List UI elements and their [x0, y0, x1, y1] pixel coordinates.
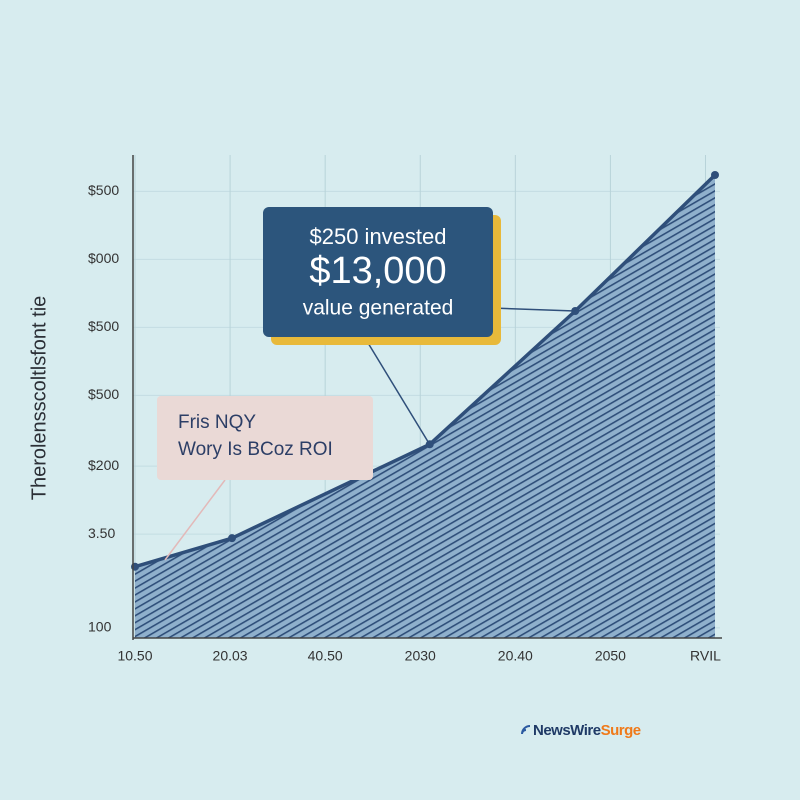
watermark-icon: [521, 725, 531, 735]
y-tick-label: $500: [88, 182, 119, 198]
x-tick-label: 2030: [405, 648, 436, 664]
annotation-box: [157, 396, 373, 480]
annotation-text: value generated: [303, 297, 454, 320]
connector: [164, 479, 226, 561]
y-tick-label: 100: [88, 619, 112, 635]
x-tick-label: 20.03: [213, 648, 248, 664]
x-tick-label: RVIL: [690, 648, 721, 664]
x-tick-label: 10.50: [117, 648, 152, 664]
y-tick-label: $500: [88, 318, 119, 334]
y-tick-label: $500: [88, 386, 119, 402]
y-tick-label: $200: [88, 457, 119, 473]
connector: [364, 337, 431, 446]
y-axis-label: Therolensscoltlsfont tie: [28, 296, 50, 501]
marker: [131, 562, 139, 571]
marker: [227, 534, 236, 543]
y-tick-label: 3.50: [88, 525, 115, 541]
x-tick-label: 20.40: [498, 648, 533, 664]
x-tick-label: 40.50: [308, 648, 343, 664]
marker: [571, 307, 580, 316]
y-tick-label: $000: [88, 250, 119, 266]
marker: [711, 170, 719, 179]
annotation-text: Fris NQY: [178, 412, 256, 433]
annotation-text: $250 invested: [310, 224, 447, 249]
connector: [491, 307, 576, 312]
area: [135, 174, 715, 639]
x-tick-label: 2050: [595, 648, 626, 664]
annotation-box: [263, 207, 493, 337]
watermark: NewsWireSurge: [533, 722, 641, 739]
annotation-text: Wory Is BCoz ROI: [178, 439, 333, 460]
annotation-text: $13,000: [309, 250, 446, 292]
